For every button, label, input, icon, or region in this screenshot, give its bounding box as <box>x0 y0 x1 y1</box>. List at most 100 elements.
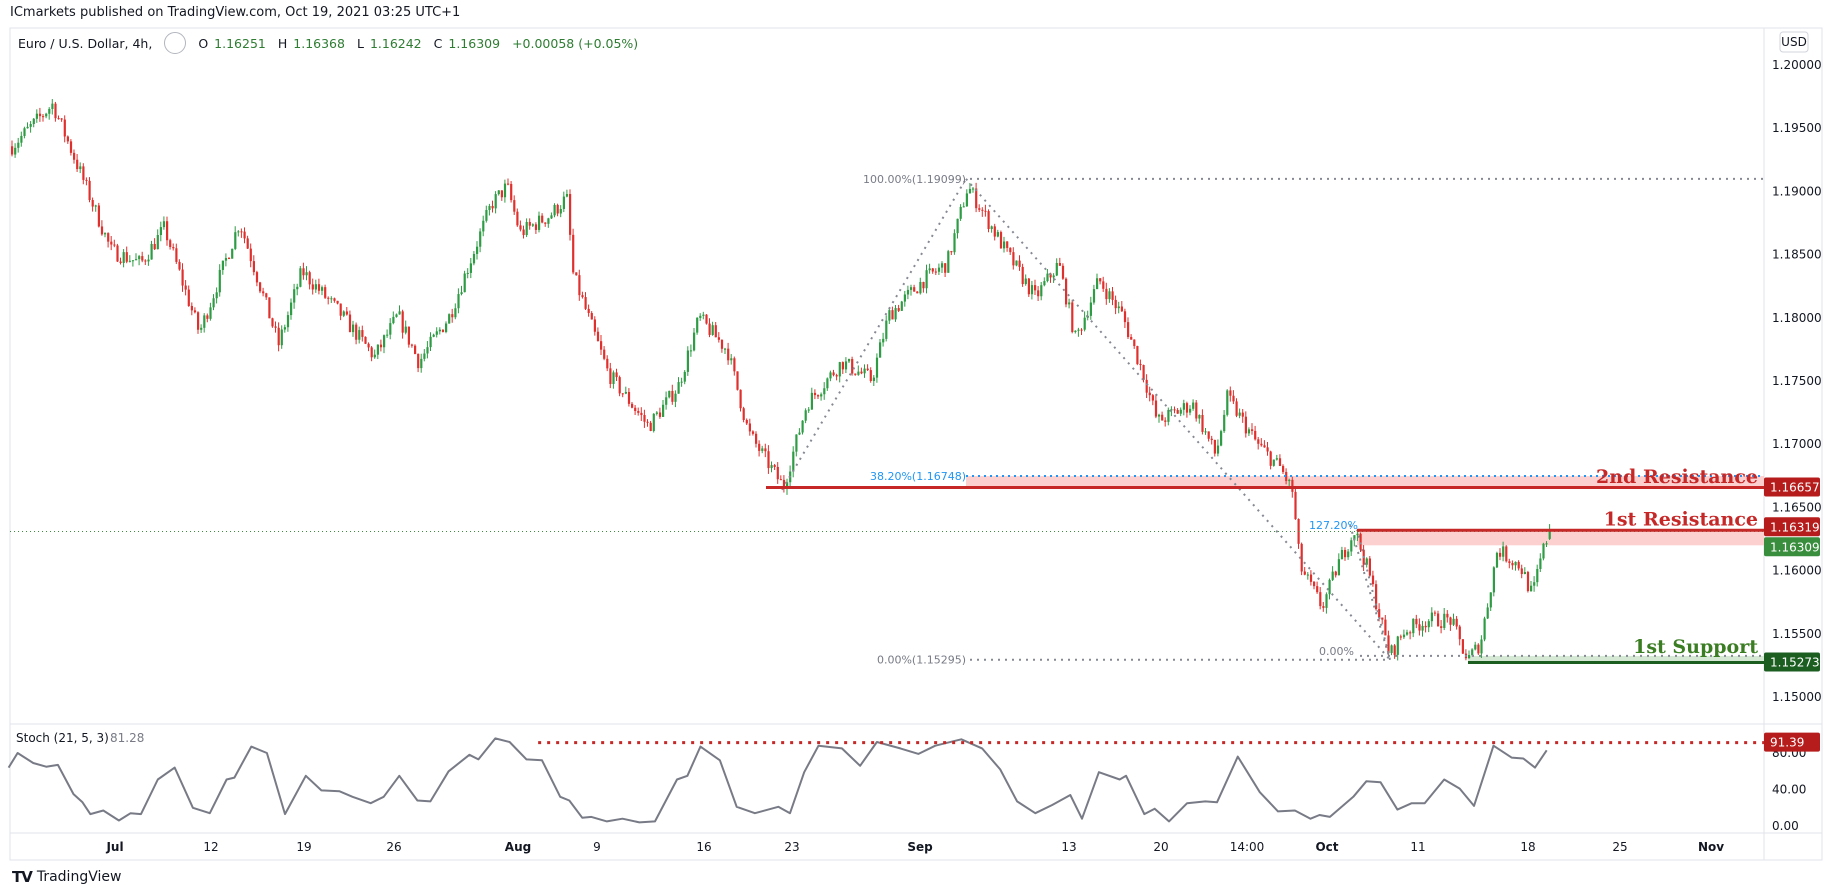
candle-body <box>658 412 662 417</box>
candle-body <box>634 407 637 411</box>
candle-body <box>1368 558 1371 576</box>
candle-body <box>85 179 88 181</box>
candle-body <box>1052 275 1055 278</box>
candle-body <box>135 259 138 261</box>
candle-body <box>1446 613 1449 618</box>
candle-body <box>544 222 547 224</box>
candle-body <box>1492 567 1495 593</box>
open-value: 1.16251 <box>214 35 266 51</box>
candle-body <box>175 248 178 262</box>
candle-body <box>934 271 937 273</box>
candle-body <box>159 227 162 236</box>
candle-body <box>302 268 305 276</box>
candle-body <box>627 391 631 404</box>
currency-label: USD <box>1781 35 1807 49</box>
candle-body <box>38 113 42 117</box>
candle-body <box>968 188 972 194</box>
close-label: C <box>433 35 443 51</box>
candle-body <box>147 259 150 262</box>
date-axis-label: 23 <box>784 840 799 854</box>
candle-body <box>848 359 851 362</box>
candle-body <box>1244 416 1247 434</box>
candle-body <box>1393 645 1396 655</box>
candle-body <box>386 334 389 336</box>
candle-body <box>1458 626 1461 640</box>
symbol-name[interactable]: Euro / U.S. Dollar, 4h, <box>18 35 153 51</box>
fib-382-label: 38.20%(1.16748) <box>870 470 966 483</box>
candle-body <box>1099 278 1102 282</box>
candle-body <box>680 381 683 383</box>
candle-body <box>1034 285 1037 291</box>
published-caption: ICmarkets published on TradingView.com, … <box>10 5 461 20</box>
candle-body <box>1089 302 1092 316</box>
tradingview-brand[interactable]: TV TradingView <box>12 868 121 886</box>
candle-body <box>1105 288 1108 300</box>
candle-body <box>379 344 383 348</box>
candle-body <box>345 311 348 315</box>
candle-body <box>1486 607 1489 619</box>
candle-body <box>1213 439 1216 454</box>
candle-body <box>476 246 479 254</box>
candle-body <box>1006 241 1009 248</box>
candle-body <box>739 389 742 409</box>
candle-body <box>720 339 724 349</box>
candle-body <box>392 316 395 324</box>
candle-body <box>1058 262 1061 266</box>
candle-body <box>184 285 187 290</box>
close-value: 1.16309 <box>448 35 501 51</box>
price-tag-label: 1.16319 <box>1770 520 1820 534</box>
candle-body <box>621 393 624 395</box>
candle-body <box>305 272 308 276</box>
candle-body <box>488 205 491 211</box>
candle-body <box>1390 645 1393 654</box>
candle-body <box>280 329 283 346</box>
candle-body <box>364 336 367 344</box>
candle-body <box>1123 311 1127 323</box>
candle-body <box>1158 414 1161 417</box>
candle-body <box>596 331 600 342</box>
candle-body <box>1347 551 1350 558</box>
candle-body <box>317 284 321 291</box>
candle-body <box>857 371 860 375</box>
candle-body <box>882 338 885 343</box>
candle-body <box>193 310 197 313</box>
candle-body <box>1542 543 1545 559</box>
candle-body <box>441 329 445 332</box>
date-axis-label: 11 <box>1410 840 1425 854</box>
stoch-label[interactable]: Stoch (21, 5, 3) <box>16 731 109 745</box>
candle-body <box>686 350 689 372</box>
low-label: L <box>356 35 364 51</box>
candle-body <box>491 205 494 209</box>
candle-body <box>104 233 107 235</box>
candle-body <box>823 388 826 395</box>
candle-body <box>1030 285 1034 295</box>
candle-body <box>1061 265 1065 279</box>
price-axis-label: 1.19000 <box>1772 184 1822 198</box>
candle-body <box>1530 585 1533 592</box>
candle-body <box>922 281 925 289</box>
candle-body <box>736 371 739 390</box>
currency-button[interactable] <box>1779 31 1809 53</box>
candle-body <box>879 342 882 358</box>
candle-body <box>556 204 559 214</box>
candle-body <box>190 305 193 311</box>
candle-body <box>1477 644 1480 654</box>
date-axis-label: 26 <box>386 840 401 854</box>
candle-body <box>727 348 730 361</box>
date-axis-label: 19 <box>296 840 311 854</box>
candle-body <box>1412 618 1415 634</box>
candle-body <box>1437 613 1440 627</box>
candle-body <box>1285 471 1288 482</box>
candle-body <box>786 482 789 489</box>
candle-body <box>206 315 209 319</box>
candle-body <box>603 349 606 359</box>
candle-body <box>984 210 987 212</box>
candle-body <box>23 128 26 136</box>
candle-body <box>1421 625 1424 631</box>
candle-body <box>1502 546 1505 557</box>
candle-body <box>1096 278 1099 290</box>
candle-body <box>100 226 104 235</box>
candle-body <box>1384 619 1387 636</box>
candle-body <box>1449 617 1452 625</box>
